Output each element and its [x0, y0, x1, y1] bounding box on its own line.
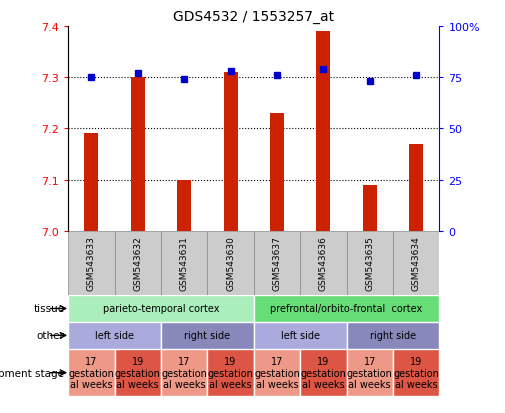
- Bar: [254, 231, 300, 295]
- Bar: [68, 231, 115, 295]
- Bar: [131, 78, 145, 231]
- Text: 19
gestation
al weeks: 19 gestation al weeks: [208, 356, 254, 389]
- Text: GSM543635: GSM543635: [365, 236, 374, 291]
- Bar: [300, 231, 346, 295]
- Bar: [346, 322, 439, 349]
- Text: prefrontal/orbito-frontal  cortex: prefrontal/orbito-frontal cortex: [271, 304, 423, 314]
- Bar: [254, 349, 300, 396]
- Bar: [393, 349, 439, 396]
- Bar: [115, 349, 161, 396]
- Text: 19
gestation
al weeks: 19 gestation al weeks: [393, 356, 439, 389]
- Text: development stage: development stage: [0, 368, 65, 378]
- Bar: [161, 322, 254, 349]
- Bar: [363, 185, 377, 231]
- Text: 17
gestation
al weeks: 17 gestation al weeks: [161, 356, 207, 389]
- Bar: [346, 349, 393, 396]
- Text: tissue: tissue: [33, 304, 65, 314]
- Text: 19
gestation
al weeks: 19 gestation al weeks: [300, 356, 346, 389]
- Bar: [208, 349, 254, 396]
- Bar: [68, 322, 161, 349]
- Bar: [393, 231, 439, 295]
- Text: right side: right side: [184, 330, 230, 341]
- Bar: [177, 180, 191, 231]
- Bar: [224, 73, 237, 231]
- Text: GSM543633: GSM543633: [87, 236, 96, 291]
- Bar: [254, 322, 346, 349]
- Text: other: other: [36, 330, 65, 341]
- Bar: [161, 349, 208, 396]
- Text: 17
gestation
al weeks: 17 gestation al weeks: [347, 356, 393, 389]
- Text: 17
gestation
al weeks: 17 gestation al weeks: [69, 356, 114, 389]
- Bar: [208, 231, 254, 295]
- Text: parieto-temporal cortex: parieto-temporal cortex: [103, 304, 219, 314]
- Bar: [68, 349, 115, 396]
- Bar: [161, 231, 208, 295]
- Text: GSM543637: GSM543637: [273, 236, 281, 291]
- Text: GSM543631: GSM543631: [180, 236, 189, 291]
- Text: GSM543630: GSM543630: [226, 236, 235, 291]
- Bar: [317, 32, 330, 231]
- Text: left side: left side: [281, 330, 320, 341]
- Bar: [409, 145, 423, 231]
- Bar: [254, 295, 439, 322]
- Text: GSM543634: GSM543634: [412, 236, 421, 291]
- Bar: [68, 295, 254, 322]
- Text: GSM543636: GSM543636: [319, 236, 328, 291]
- Text: left side: left side: [95, 330, 134, 341]
- Text: right side: right side: [370, 330, 416, 341]
- Bar: [346, 231, 393, 295]
- Bar: [300, 349, 346, 396]
- Bar: [270, 114, 284, 231]
- Bar: [84, 134, 98, 231]
- Text: 17
gestation
al weeks: 17 gestation al weeks: [254, 356, 300, 389]
- Text: GSM543632: GSM543632: [133, 236, 142, 291]
- Bar: [115, 231, 161, 295]
- Text: 19
gestation
al weeks: 19 gestation al weeks: [115, 356, 161, 389]
- Title: GDS4532 / 1553257_at: GDS4532 / 1553257_at: [173, 10, 334, 24]
